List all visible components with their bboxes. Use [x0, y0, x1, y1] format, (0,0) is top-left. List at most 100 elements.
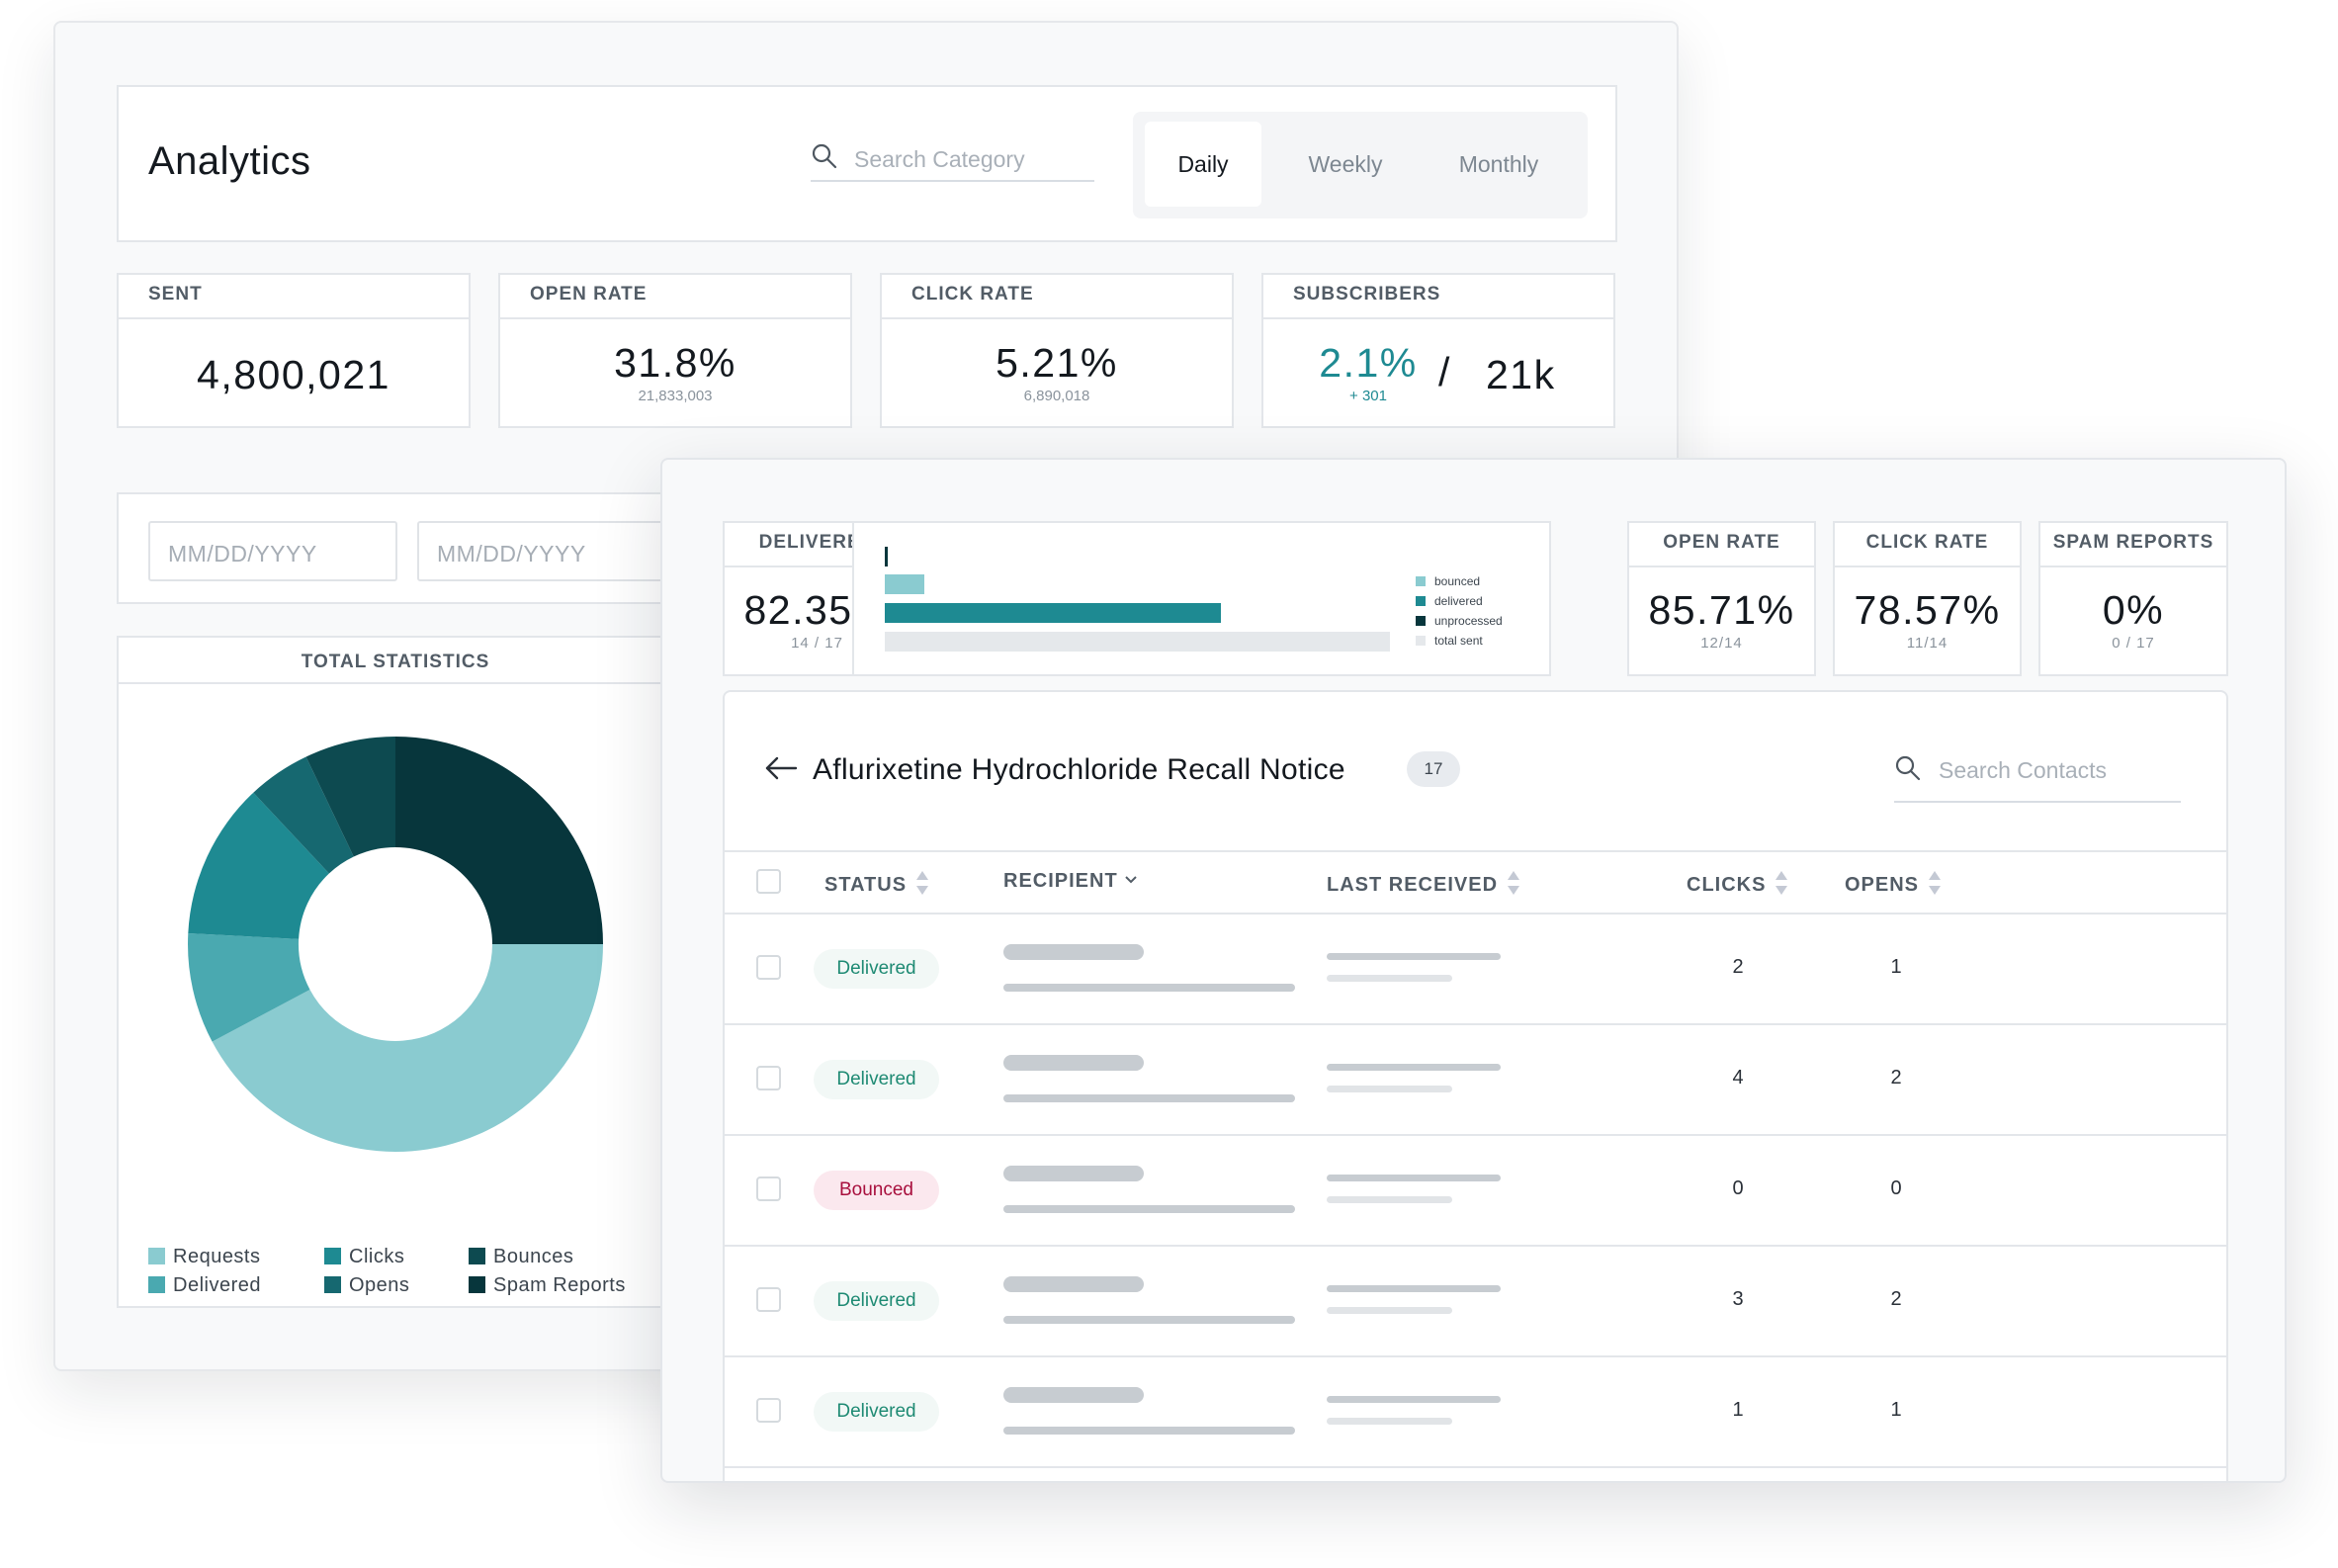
sent-label: SENT — [148, 284, 203, 305]
status-badge: Delivered — [814, 1281, 939, 1321]
status-badge: Bounced — [814, 1171, 939, 1210]
bar-legend-total-sent: total sent — [1416, 634, 1483, 648]
bar-bounced — [885, 574, 924, 594]
column-last-received[interactable]: LAST RECEIVED — [1327, 870, 1520, 897]
legend-swatch — [1416, 636, 1426, 646]
table-row[interactable]: Bounced 0 0 — [725, 1136, 2226, 1247]
spam-reports-card: SPAM REPORTS 0% 0 / 17 — [2038, 521, 2228, 676]
divider — [725, 1023, 2226, 1025]
bar-legend-delivered: delivered — [1416, 594, 1483, 608]
donut-segment-clicks — [188, 792, 329, 939]
recipient-email-placeholder — [1003, 1316, 1295, 1324]
legend-spam-reports: Spam Reports — [469, 1274, 626, 1297]
legend-label: Bounces — [493, 1246, 574, 1267]
legend-swatch — [1416, 616, 1426, 626]
column-label: RECIPIENT — [1003, 870, 1118, 892]
legend-label: Clicks — [349, 1246, 405, 1267]
table-row[interactable]: Delivered 3 2 — [725, 1247, 2226, 1357]
clicks-value: 2 — [1732, 956, 1744, 978]
sort-icon — [1929, 871, 1942, 895]
total-statistics-title: TOTAL STATISTICS — [301, 652, 490, 672]
row-checkbox[interactable] — [756, 955, 781, 980]
column-recipient[interactable]: RECIPIENT — [1003, 870, 1138, 893]
opens-value: 1 — [1890, 1399, 1902, 1421]
legend-label: total sent — [1434, 634, 1483, 648]
back-arrow-icon[interactable] — [764, 756, 798, 780]
search-icon — [1895, 755, 1921, 781]
clicks-value: 1 — [1732, 1399, 1744, 1421]
divider — [725, 850, 2226, 852]
divider — [2040, 566, 2226, 567]
table-row[interactable]: Delivered 2 1 — [725, 915, 2226, 1025]
divider — [1629, 566, 1814, 567]
period-tabs: Daily Weekly Monthly — [1133, 112, 1588, 218]
legend-label: delivered — [1434, 594, 1483, 608]
select-all-checkbox[interactable] — [756, 869, 781, 894]
sort-icon — [1775, 871, 1788, 895]
contacts-search-input[interactable]: Search Contacts — [1894, 754, 2181, 803]
column-clicks[interactable]: CLICKS — [1687, 870, 1788, 897]
tab-monthly[interactable]: Monthly — [1458, 151, 1539, 177]
recipient-email-placeholder — [1003, 984, 1295, 992]
open-rate-count: 12/14 — [1700, 635, 1743, 652]
divider — [119, 317, 469, 319]
click-rate-label: CLICK RATE — [911, 284, 1034, 305]
contacts-search-placeholder: Search Contacts — [1939, 757, 2108, 783]
row-checkbox[interactable] — [756, 1398, 781, 1423]
donut-segment-opens — [253, 756, 354, 874]
column-opens[interactable]: OPENS — [1845, 870, 1942, 897]
divider — [725, 913, 2226, 915]
bar-delivered — [885, 603, 1221, 623]
status-badge: Delivered — [814, 1060, 939, 1099]
legend-label: Requests — [173, 1246, 261, 1267]
date-to-placeholder: MM/DD/YYYY — [437, 541, 586, 566]
divider — [725, 1245, 2226, 1247]
opens-value: 1 — [1890, 956, 1902, 978]
date-placeholder — [1327, 1064, 1501, 1071]
time-placeholder — [1327, 975, 1452, 982]
delivered-label: DELIVERED — [758, 532, 876, 553]
date-placeholder — [1327, 953, 1501, 960]
spam-reports-count: 0 / 17 — [2112, 635, 2155, 652]
recipient-email-placeholder — [1003, 1427, 1295, 1435]
tab-weekly[interactable]: Weekly — [1308, 151, 1383, 177]
category-search-input[interactable]: Search Category — [811, 127, 1094, 182]
tab-daily[interactable]: Daily — [1145, 122, 1261, 207]
click-rate-stat-card: CLICK RATE 5.21% 6,890,018 — [880, 273, 1234, 428]
subscriber-total: 21k — [1486, 352, 1556, 397]
time-placeholder — [1327, 1086, 1452, 1092]
clicks-value: 4 — [1732, 1067, 1744, 1089]
row-checkbox[interactable] — [756, 1066, 781, 1090]
sort-icon — [1508, 871, 1520, 895]
campaign-panel: DELIVERED 82.35% 14 / 17 bounced deliver… — [660, 458, 2287, 1483]
row-checkbox[interactable] — [756, 1176, 781, 1201]
date-to-input[interactable]: MM/DD/YYYY — [417, 521, 666, 581]
open-rate-value: 31.8% — [614, 340, 736, 386]
recipient-email-placeholder — [1003, 1205, 1295, 1213]
table-row[interactable]: Delivered 4 2 — [725, 1025, 2226, 1136]
date-from-input[interactable]: MM/DD/YYYY — [148, 521, 397, 581]
open-rate-count: 21,833,003 — [638, 388, 713, 404]
click-rate-count: 11/14 — [1906, 635, 1948, 652]
chevron-down-icon — [1124, 876, 1137, 884]
column-label: STATUS — [824, 874, 908, 896]
subscribers-label: SUBSCRIBERS — [1293, 284, 1441, 305]
date-placeholder — [1327, 1285, 1501, 1292]
legend-clicks: Clicks — [324, 1246, 404, 1268]
subscribers-stat-card: SUBSCRIBERS 2.1% + 301 / 21k — [1261, 273, 1615, 428]
spam-reports-value: 0% — [2102, 587, 2165, 633]
table-row[interactable]: Delivered 1 1 — [725, 1357, 2226, 1468]
date-placeholder — [1327, 1396, 1501, 1403]
clicks-value: 0 — [1732, 1177, 1744, 1199]
sent-stat-card: SENT 4,800,021 — [117, 273, 471, 428]
category-search-placeholder: Search Category — [854, 146, 1025, 172]
donut-segment-bounces — [305, 737, 395, 857]
recipient-email-placeholder — [1003, 1094, 1295, 1102]
recipient-name-placeholder — [1003, 944, 1144, 960]
column-label: CLICKS — [1687, 874, 1767, 896]
opens-value: 2 — [1890, 1067, 1902, 1089]
recipient-count-badge: 17 — [1407, 751, 1460, 787]
time-placeholder — [1327, 1418, 1452, 1425]
row-checkbox[interactable] — [756, 1287, 781, 1312]
column-status[interactable]: STATUS — [824, 870, 929, 897]
